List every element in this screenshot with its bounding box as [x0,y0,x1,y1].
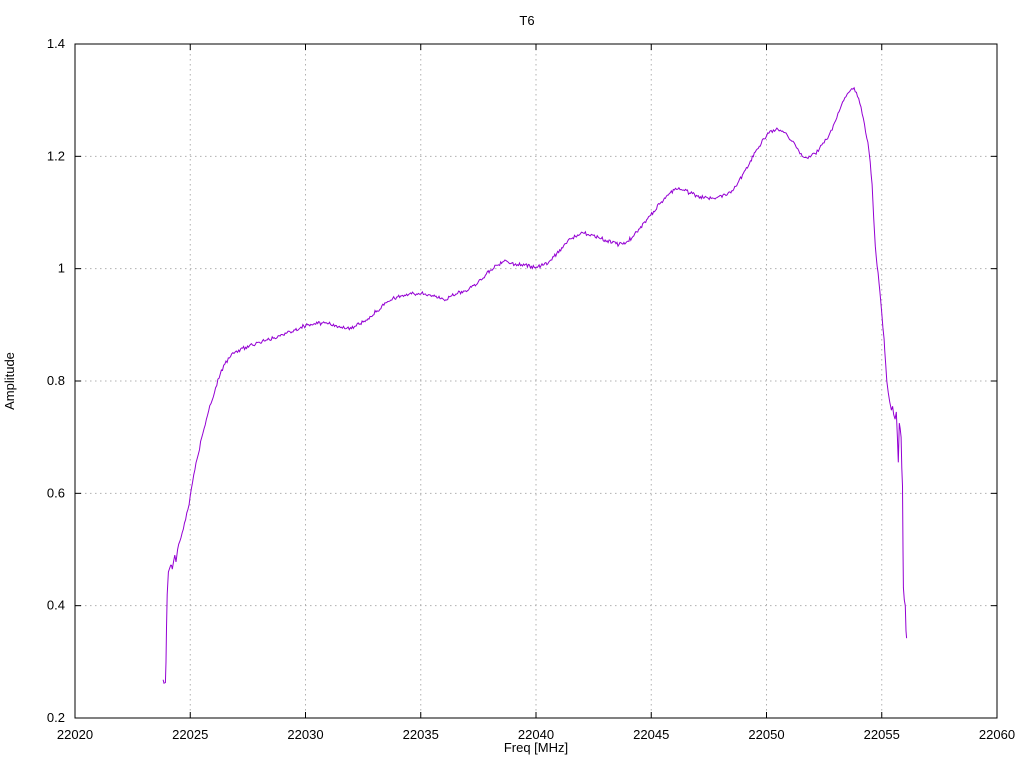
label-layer: T6 Freq [MHz] Amplitude [2,13,568,755]
x-tick-label: 22035 [403,727,439,742]
y-axis-label: Amplitude [2,352,17,410]
x-tick-label: 22030 [287,727,323,742]
x-tick-label: 22025 [172,727,208,742]
chart-title: T6 [519,13,534,28]
y-tick-label: 1 [58,261,65,276]
x-tick-label: 22045 [633,727,669,742]
x-tick-label: 22050 [748,727,784,742]
plot-border [74,43,998,719]
x-tick-label: 22060 [979,727,1015,742]
y-tick-label: 0.2 [47,710,65,725]
y-tick-label: 0.6 [47,485,65,500]
data-series-line [162,86,908,684]
x-tick-label: 22040 [518,727,554,742]
series-layer [162,86,908,684]
x-tick-label: 22020 [57,727,93,742]
y-tick-label: 1.2 [47,148,65,163]
x-tick-label: 22055 [864,727,900,742]
y-tick-label: 1.4 [47,36,65,51]
y-tick-label: 0.4 [47,598,65,613]
grid-layer [75,44,997,718]
x-axis-label: Freq [MHz] [504,740,568,755]
y-tick-label: 0.8 [47,373,65,388]
tick-layer: 22020 22025 22030 22035 22040 22045 22050 22055… [47,36,1015,742]
